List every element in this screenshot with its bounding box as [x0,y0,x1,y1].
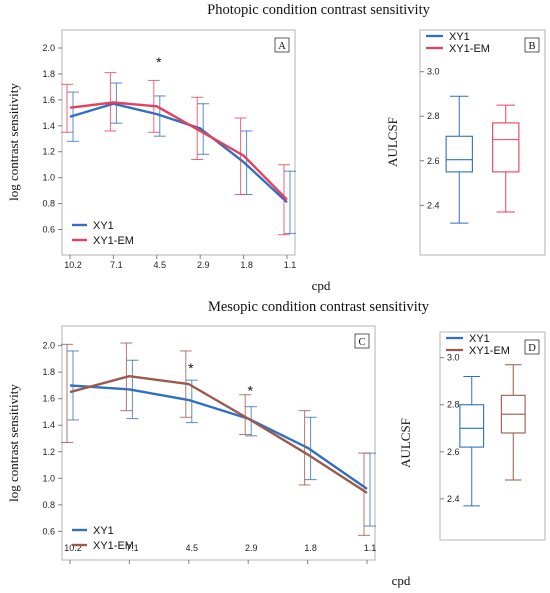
y-axis-label: AULCSF [398,418,413,468]
legend-label: XY1-EM [93,235,134,247]
box-iqr [445,135,473,173]
box-xy1 [459,376,485,507]
y-tick-label: 0.6 [42,526,55,536]
series-line-xy1-em [69,374,368,494]
legend-label: XY1-EM [93,540,134,552]
y-tick-label: 2.6 [447,447,460,457]
significance-marker: * [156,54,162,70]
chart-title: Photopic condition contrast sensitivity [207,2,430,18]
series-line-xy1 [69,102,288,204]
y-tick-label: 2.8 [447,400,460,410]
y-axis-label: log contrast sensitivity [6,83,21,201]
panel-letter-box [524,339,540,355]
plot-frame [61,325,376,561]
plot-frame [439,331,546,541]
y-tick-label: 1.8 [42,367,55,377]
x-tick-label: 7.1 [126,543,139,553]
panel-letter-box [524,37,540,53]
x-axis-label: cpd [312,278,331,293]
significance-marker: * [247,382,253,398]
plot-frame [61,29,296,256]
box-iqr [459,404,485,448]
panel-letter-box [274,37,290,53]
x-tick-label: 7.1 [110,260,123,270]
x-tick-label: 2.9 [197,260,210,270]
x-tick-label: 10.2 [64,260,82,270]
y-tick-label: 2.0 [42,341,55,351]
y-tick-label: 0.6 [42,225,55,235]
y-tick-label: 3.0 [427,67,440,77]
y-tick-label: 1.2 [42,147,55,157]
y-tick-label: 2.8 [427,111,440,121]
series-line-xy1-em [69,101,288,201]
box-iqr [492,122,520,173]
x-tick-label: 4.5 [186,543,199,553]
y-tick-label: 1.4 [42,121,55,131]
y-tick-label: 1.6 [42,394,55,404]
legend-label: XY1 [469,333,490,345]
x-tick-label: 1.8 [304,543,317,553]
y-axis-label: log contrast sensitivity [6,384,21,502]
box-xy1-em [492,104,520,213]
x-tick-label: 10.2 [64,543,82,553]
legend-label: XY1-EM [469,345,510,357]
x-tick-label: 1.1 [284,260,297,270]
series-line-xy1 [69,384,368,490]
panel-letter: B [528,41,535,52]
plot-frame [419,29,546,256]
y-tick-label: 1.6 [42,95,55,105]
y-tick-label: 2.6 [427,156,440,166]
y-axis-label: AULCSF [385,117,400,167]
x-tick-label: 1.1 [364,543,377,553]
y-tick-label: 0.8 [42,199,55,209]
y-tick-label: 1.0 [42,473,55,483]
x-axis-label: cpd [392,573,411,588]
legend-label: XY1-EM [449,43,490,55]
y-tick-label: 1.8 [42,69,55,79]
significance-marker: * [188,360,194,376]
y-tick-label: 1.2 [42,447,55,457]
legend-label: XY1 [449,31,470,43]
panel-letter: C [358,337,365,348]
x-tick-label: 2.9 [245,543,258,553]
legend-label: XY1 [93,220,114,232]
legend-label: XY1 [93,525,114,537]
box-xy1 [445,95,473,224]
panel-letter: D [528,343,536,354]
panel-letter-box [354,333,370,349]
panel-letter: A [278,41,286,52]
y-tick-label: 1.0 [42,173,55,183]
y-tick-label: 0.8 [42,500,55,510]
y-tick-label: 3.0 [447,353,460,363]
y-tick-label: 1.4 [42,420,55,430]
x-tick-label: 1.8 [240,260,253,270]
y-tick-label: 2.4 [447,494,460,504]
y-tick-label: 2.4 [427,200,440,210]
chart-title: Mesopic condition contrast sensitivity [208,299,430,315]
box-xy1-em [500,364,526,481]
y-tick-label: 2.0 [42,43,55,53]
x-tick-label: 4.5 [154,260,167,270]
